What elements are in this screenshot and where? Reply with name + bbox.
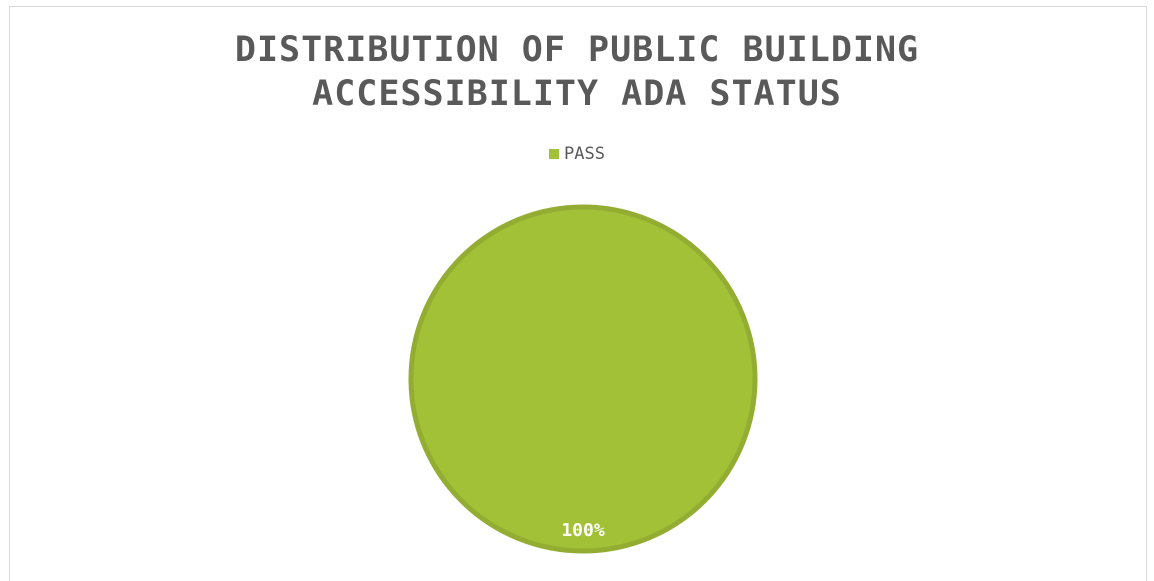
pie-data-label-pass: 100% (561, 520, 605, 541)
legend-swatch-pass (549, 149, 560, 159)
chart-title-line-2: ACCESSIBILITY ADA STATUS (312, 74, 842, 114)
legend-entry-pass: PASS (549, 144, 605, 164)
pie-slice-pass (408, 204, 758, 554)
chart-title: DISTRIBUTION OF PUBLIC BUILDING ACCESSIB… (0, 28, 1154, 116)
chart-title-line-1: DISTRIBUTION OF PUBLIC BUILDING (234, 30, 920, 70)
chart-legend: PASS (0, 144, 1154, 164)
legend-label-pass: PASS (564, 144, 605, 164)
